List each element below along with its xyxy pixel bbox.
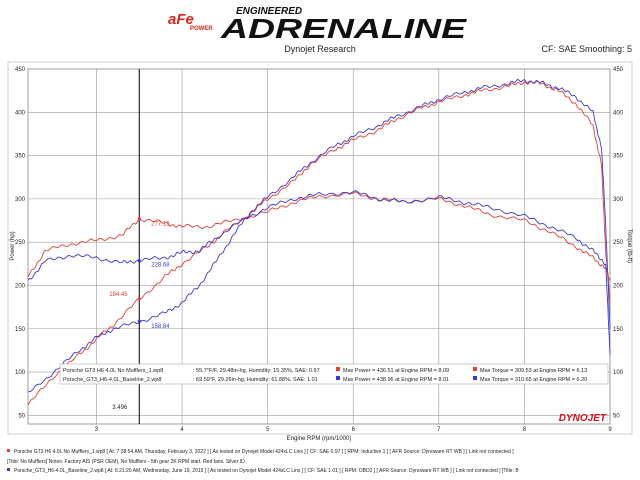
x-axis-label: Engine RPM (rpm/1000) [287, 436, 352, 442]
header: aFe POWER ENGINEERED ADRENALINE Dynojet … [168, 6, 632, 54]
cursor-marker [137, 297, 141, 301]
y-tick-label-left: 200 [15, 283, 26, 289]
y-tick-label-right: 300 [613, 197, 624, 203]
cursor-label: 3.496 [112, 405, 128, 411]
y-tick-label-right: 450 [613, 67, 624, 73]
legend-row-blue: Porsche_GT3_H6-4.0L_Baseline_2.wp8 : 69.… [63, 376, 587, 383]
legend-swatch-red [473, 367, 477, 371]
footer-line-3: Porsche_GT3_H6-4.0L_Baseline_2.wp8 [ At:… [14, 468, 519, 474]
legend-file: Porsche GT3 H6 4.0L No Mufflers_1.wp8 [63, 368, 163, 374]
x-tick-label: 9 [608, 427, 612, 433]
footer-line-2: [Title: No Mufflers] Notes: Factory AIS … [7, 459, 246, 465]
chart-settings: CF: SAE Smoothing: 5 [541, 44, 632, 54]
afe-logo-sub: POWER [190, 26, 213, 32]
annotation-label: 228.68 [151, 263, 170, 269]
y-tick-label-left: 300 [15, 197, 26, 203]
y-axis-left-label: Power (hp) [10, 231, 16, 260]
series-layer [27, 78, 611, 406]
x-axis: 3 4 5 6 7 8 9 [95, 427, 613, 433]
series-blue-torque-line [27, 190, 611, 355]
y-tick-label-left: 450 [15, 67, 26, 73]
legend-swatch-blue [336, 376, 340, 380]
y-tick-label-right: 400 [613, 110, 624, 116]
legend-swatch-blue [473, 376, 477, 380]
legend-max-torque: Max Torque = 310.65 at Engine RPM = 6.20 [480, 377, 587, 383]
x-tick-label: 4 [180, 427, 184, 433]
chart-subtitle: Dynojet Research [284, 44, 356, 54]
legend-conditions: : 55.7°F/F, 29.48in-hg, Humidity: 15.35%… [193, 368, 320, 374]
y-tick-label-left: 50 [18, 413, 25, 419]
cursor-marker [137, 217, 141, 221]
series-red-torque-line [27, 191, 611, 282]
legend-box [59, 363, 609, 385]
y-tick-label-left: 350 [15, 154, 26, 160]
annotation-label: 277.13 [151, 222, 170, 228]
y-axis-right: 50 100 150 200 250 300 350 400 450 [613, 67, 624, 419]
legend-conditions: : 69.59°F, 29.26in-hg, Humidity: 61.88%,… [193, 377, 318, 383]
footer-swatch-blue [7, 468, 10, 471]
annotation-label: 184.45 [109, 292, 128, 298]
y-axis-left: 50 100 150 200 250 300 350 400 450 [15, 67, 26, 419]
footer-swatch-red [7, 449, 10, 452]
y-tick-label-right: 200 [613, 283, 624, 289]
legend-swatch-red [336, 367, 340, 371]
brand-main-text: ADRENALINE [220, 13, 468, 44]
annotations: 277.13 184.45 228.68 158.84 [109, 217, 170, 330]
x-tick-label: 7 [437, 427, 441, 433]
legend-file: Porsche_GT3_H6-4.0L_Baseline_2.wp8 [63, 377, 161, 383]
y-tick-label-left: 100 [15, 370, 26, 376]
legend: Porsche GT3 H6 4.0L No Mufflers_1.wp8 : … [59, 363, 609, 385]
annotation-label: 158.84 [151, 324, 170, 330]
footer-line-1: Porsche GT3 H6 4.0L No Mufflers_1.wp8 [ … [14, 449, 514, 455]
legend-max-torque: Max Torque = 309.53 at Engine RPM = 6.13 [480, 368, 587, 374]
dynojet-watermark: DYNOJET [559, 413, 607, 424]
legend-row-red: Porsche GT3 H6 4.0L No Mufflers_1.wp8 : … [63, 367, 587, 374]
y-tick-label-right: 350 [613, 154, 624, 160]
y-tick-label-left: 150 [15, 327, 26, 333]
legend-max-power: Max Power = 436.51 at Engine RPM = 8.09 [343, 368, 449, 374]
y-tick-label-left: 400 [15, 110, 26, 116]
series-blue-power-line [27, 78, 611, 393]
afe-logo-text: aFe [168, 11, 194, 28]
cursor-marker [137, 319, 141, 323]
y-tick-label-right: 250 [613, 240, 624, 246]
chart-frame [7, 61, 633, 435]
y-tick-label-left: 250 [15, 240, 26, 246]
brand-top-text: ENGINEERED [236, 6, 302, 17]
y-axis-right-label: Torque (lb-ft) [626, 229, 632, 263]
legend-max-power: Max Power = 438.96 at Engine RPM = 8.01 [343, 377, 449, 383]
footer: Porsche GT3 H6 4.0L No Mufflers_1.wp8 [ … [7, 449, 519, 474]
cursor-marker [137, 259, 141, 263]
afe-logo: aFe POWER [168, 11, 213, 32]
x-tick-label: 6 [352, 427, 356, 433]
y-tick-label-right: 100 [613, 370, 624, 376]
x-tick-label: 3 [95, 427, 99, 433]
x-tick-label: 5 [266, 427, 270, 433]
x-tick-label: 8 [523, 427, 527, 433]
y-tick-label-right: 50 [613, 413, 620, 419]
y-tick-label-right: 150 [613, 327, 624, 333]
